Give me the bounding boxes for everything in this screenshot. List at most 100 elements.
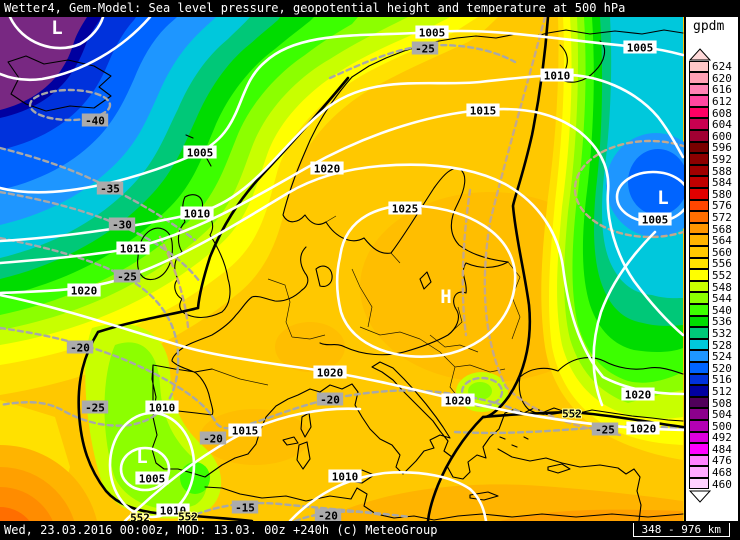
color-scale-legend: gpdm 624 620 616 612 608 604 600 596 592 588 584 58…	[684, 17, 740, 521]
legend-value: 540	[712, 303, 732, 317]
low-center-marker: L	[136, 446, 147, 468]
pressure-label: 1020	[626, 421, 660, 436]
svg-text:-30: -30	[112, 219, 132, 232]
legend-swatch	[689, 477, 709, 490]
svg-text:1025: 1025	[392, 203, 419, 216]
legend-value: 616	[712, 83, 732, 97]
svg-text:-25: -25	[415, 43, 435, 56]
map-canvas: 1005 1005 1010 1015 1005 1020 1010 1025 1015 1020…	[0, 17, 684, 521]
legend-value: 516	[712, 373, 732, 387]
legend-value: 552	[712, 268, 732, 282]
temperature-label: -25	[411, 41, 439, 56]
legend-value: 584	[712, 176, 732, 190]
svg-text:-35: -35	[100, 183, 120, 196]
svg-text:1020: 1020	[625, 389, 652, 402]
map-label-layer: 1005 1005 1010 1015 1005 1020 1010 1025 1015 1020…	[51, 17, 672, 522]
legend-entry: 584	[689, 176, 738, 190]
legend-entry: 476	[689, 454, 738, 468]
high-center-marker: H	[440, 286, 451, 308]
svg-text:-20: -20	[318, 510, 338, 522]
legend-entry: 624	[689, 60, 738, 74]
legend-value: 592	[712, 153, 732, 167]
legend-swatch	[689, 361, 709, 374]
legend-swatch	[689, 153, 709, 165]
legend-swatch	[689, 199, 709, 212]
pressure-label: 1010	[328, 469, 362, 484]
svg-text:1005: 1005	[187, 147, 214, 160]
temperature-label: -20	[66, 340, 94, 355]
temperature-label: -25	[113, 269, 141, 284]
legend-swatch	[689, 106, 709, 119]
svg-text:-20: -20	[320, 394, 340, 407]
temperature-label: -20	[199, 431, 227, 446]
legend-entry: 556	[689, 257, 738, 271]
legend-value: 596	[712, 141, 732, 155]
legend-value: 624	[712, 60, 732, 74]
svg-text:1015: 1015	[232, 425, 259, 438]
svg-text:1010: 1010	[184, 208, 211, 221]
title-bar: Wetter4, Gem-Model: Sea level pressure, …	[0, 0, 740, 17]
legend-entry: 536	[689, 315, 738, 328]
legend-swatch	[689, 396, 709, 409]
legend-entry: 596	[689, 141, 738, 155]
legend-entry: 552	[689, 268, 738, 282]
temperature-label: -25	[591, 422, 619, 437]
legend-swatch	[689, 327, 709, 339]
legend-value: 572	[712, 211, 732, 225]
legend-swatch	[689, 373, 709, 386]
page-title: Wetter4, Gem-Model: Sea level pressure, …	[4, 1, 626, 15]
legend-swatch	[689, 350, 709, 362]
legend-swatch	[689, 338, 709, 351]
legend-value: 556	[712, 257, 732, 271]
svg-text:1010: 1010	[332, 471, 359, 484]
legend-swatch	[689, 176, 709, 189]
pressure-label: 1020	[313, 365, 347, 380]
legend-swatch	[689, 60, 709, 73]
legend-swatch	[689, 188, 709, 200]
legend-swatch	[689, 419, 709, 432]
pressure-label: 1010	[180, 206, 214, 221]
svg-text:-40: -40	[85, 115, 105, 128]
legend-entry: 572	[689, 211, 738, 225]
pressure-label: 1020	[310, 161, 344, 176]
weather-map: 1005 1005 1010 1015 1005 1020 1010 1025 1015 1020…	[0, 17, 684, 521]
legend-value: 460	[712, 477, 732, 491]
legend-value: 492	[712, 431, 732, 445]
legend-value: 548	[712, 280, 732, 294]
svg-text:1020: 1020	[630, 423, 657, 436]
legend-value: 580	[712, 187, 732, 201]
svg-text:-15: -15	[235, 502, 255, 515]
legend-entry: 548	[689, 280, 738, 294]
legend-entry: 468	[689, 466, 738, 479]
legend-swatch	[689, 246, 709, 258]
legend-entry: 500	[689, 419, 738, 432]
legend-value: 476	[712, 454, 732, 468]
legend-swatch	[689, 280, 709, 293]
legend-entry: 588	[689, 164, 738, 178]
legend-entry: 608	[689, 106, 738, 119]
legend-value: 564	[712, 234, 732, 248]
svg-text:-25: -25	[595, 424, 615, 437]
legend-entry: 576	[689, 199, 738, 213]
legend-entry: 568	[689, 222, 738, 235]
legend-swatch	[689, 443, 709, 455]
legend-value: 504	[712, 408, 732, 422]
legend-value: 612	[712, 95, 732, 109]
svg-text:1020: 1020	[317, 367, 344, 380]
legend-swatch	[689, 431, 709, 444]
pressure-label: 1015	[116, 241, 150, 256]
temperature-label: -30	[108, 217, 136, 232]
temperature-label: -20	[316, 392, 344, 407]
legend-entry: 520	[689, 361, 738, 374]
legend-swatch	[689, 83, 709, 96]
legend-value: 588	[712, 164, 732, 178]
legend-entry: 580	[689, 187, 738, 201]
svg-text:1015: 1015	[120, 243, 147, 256]
svg-text:1020: 1020	[71, 285, 98, 298]
svg-text:1005: 1005	[419, 27, 446, 40]
legend-entry: 560	[689, 246, 738, 259]
legend-swatch	[689, 466, 709, 478]
legend-swatch	[689, 222, 709, 235]
legend-value: 576	[712, 199, 732, 213]
